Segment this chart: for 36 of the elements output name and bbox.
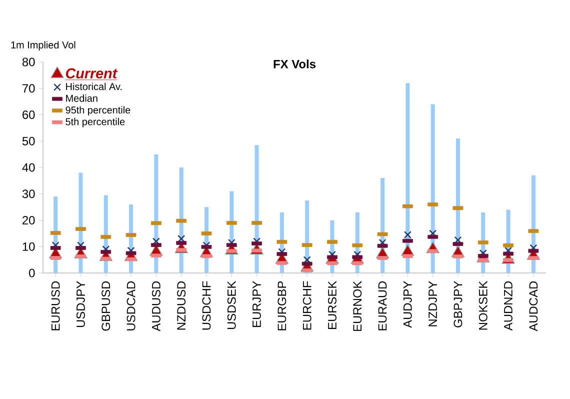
x-tick-label: NZDUSD <box>177 281 186 330</box>
legend-label: Median <box>66 94 98 102</box>
x-tick-label: EURUSD <box>51 281 60 330</box>
legend-label: 95th percentile <box>66 106 130 116</box>
x-tick-label: NZDJPY <box>428 281 437 326</box>
y-tick-label: 50 <box>22 136 35 146</box>
x-tick-label: USDSEK <box>227 280 236 330</box>
y-tick-label: 80 <box>22 58 35 66</box>
x-tick-label: EURCHF <box>302 281 312 330</box>
x-tick-label: EURSEK <box>328 280 336 329</box>
y-axis-title: 1m Implied Vol <box>11 41 76 50</box>
x-tick-label: EURGBP <box>278 281 286 330</box>
y-tick-label: 40 <box>22 163 35 172</box>
y-tick-label: 60 <box>22 110 35 119</box>
y-tick-label: 10 <box>22 242 35 251</box>
legend-label: 5th percentile <box>66 118 125 128</box>
x-tick-label: EURJPY <box>252 281 261 327</box>
x-tick-label: AUDNZD <box>504 281 512 331</box>
x-tick-label: AUDCAD <box>529 281 538 332</box>
x-tick-label: AUDUSD <box>152 281 160 332</box>
legend-label: Historical Av. <box>66 82 122 90</box>
legend-label: Current <box>66 68 118 78</box>
x-tick-label: USDJPY <box>76 281 85 328</box>
x-tick-label: NOKSEK <box>478 280 488 330</box>
y-tick-label: 20 <box>22 216 35 224</box>
chart-title: FX Vols <box>274 60 316 68</box>
x-tick-label: USDCAD <box>126 281 136 330</box>
y-tick-label: 70 <box>22 84 35 93</box>
x-tick-label: EURNOK <box>353 280 362 331</box>
y-tick-label: 0 <box>29 268 35 278</box>
x-tick-label: GBPJPY <box>454 281 462 328</box>
x-tick-label: GBPUSD <box>102 281 110 331</box>
x-tick-label: USDCHF <box>202 281 211 330</box>
x-tick-label: AUDJPY <box>404 281 412 328</box>
x-tick-label: EURAUD <box>378 281 387 330</box>
y-tick-label: 30 <box>22 190 35 198</box>
